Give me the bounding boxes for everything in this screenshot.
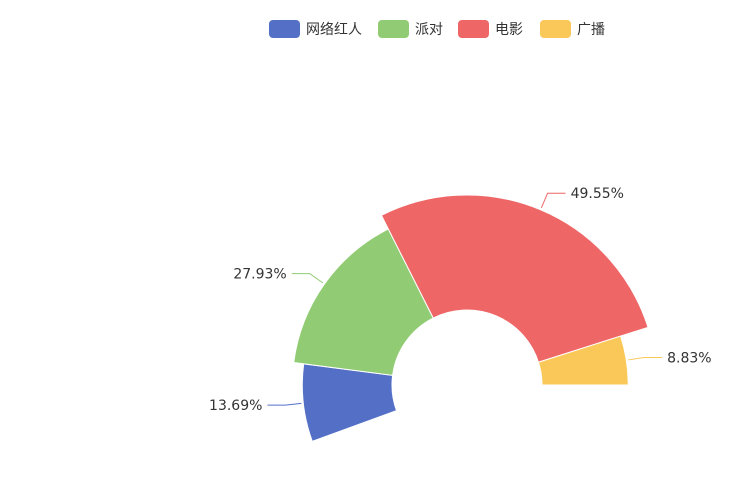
legend-label: 电影 [495, 22, 523, 38]
leader-line-2 [540, 192, 566, 209]
legend-swatch [378, 20, 409, 38]
data-label-2: 49.55% [571, 186, 624, 202]
legend-label: 派对 [415, 22, 443, 38]
data-label-1: 27.93% [233, 267, 286, 283]
legend-swatch [540, 20, 571, 38]
slice-3[interactable] [537, 335, 629, 386]
leader-line-1 [291, 273, 324, 284]
legend-label: 网络红人 [306, 22, 362, 38]
legend-item-2[interactable]: 电影 [458, 20, 523, 38]
legend-item-0[interactable]: 网络红人 [269, 20, 362, 38]
data-label-3: 8.83% [667, 350, 711, 366]
data-label-0: 13.69% [209, 398, 262, 414]
data-labels: 13.69% 27.93% 49.55% 8.83% [209, 186, 712, 414]
legend: 网络红人 派对 电影 广播 [269, 20, 605, 38]
leader-line-3 [628, 356, 663, 361]
legend-swatch [458, 20, 489, 38]
slice-0[interactable] [301, 363, 398, 442]
slice-2[interactable] [380, 194, 649, 363]
leader-line-0 [267, 402, 302, 406]
legend-label: 广播 [577, 22, 605, 38]
legend-item-3[interactable]: 广播 [540, 20, 605, 38]
slices [293, 194, 649, 442]
slice-1[interactable] [293, 228, 434, 376]
label-leader-lines [267, 192, 663, 406]
legend-item-1[interactable]: 派对 [378, 20, 443, 38]
legend-swatch [269, 20, 300, 38]
